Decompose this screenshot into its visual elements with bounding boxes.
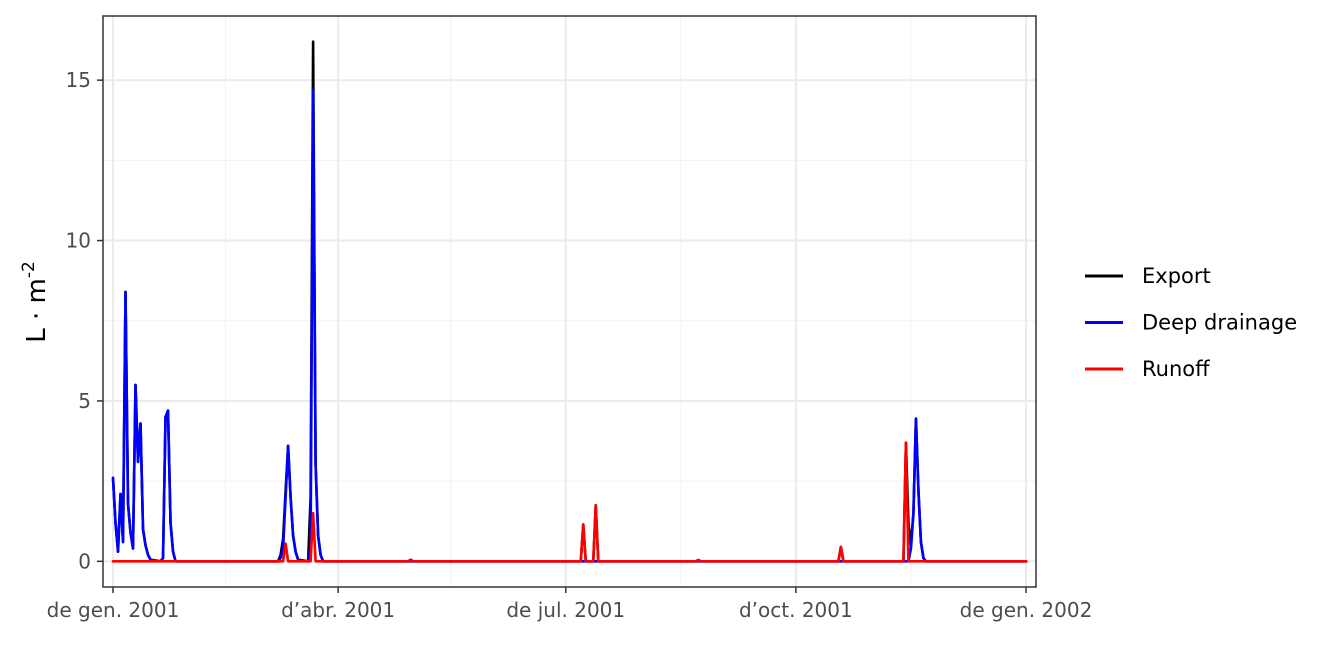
x-tick-label: d’oct. 2001	[739, 598, 853, 622]
y-tick-label: 5	[78, 389, 91, 413]
series-line-runoff	[111, 441, 1028, 563]
legend-label: Runoff	[1142, 357, 1210, 381]
legend-label: Export	[1142, 264, 1211, 288]
y-tick-label: 10	[66, 229, 91, 253]
y-tick-label: 0	[78, 549, 91, 573]
panel-border	[102, 15, 1037, 588]
y-axis-title-exponent: -2	[19, 261, 39, 278]
x-tick-label: de jul. 2001	[506, 598, 625, 622]
x-tick-label: d’abr. 2001	[281, 598, 395, 622]
series-layer	[111, 40, 1028, 563]
legend-label: Deep drainage	[1142, 311, 1297, 335]
y-axis: 0 5 10 15	[66, 68, 103, 573]
y-axis-title: L · m-2	[19, 261, 52, 343]
panel-background	[103, 16, 1036, 587]
legend: Export Deep drainage Runoff	[1085, 264, 1297, 381]
minor-grid	[103, 16, 1036, 587]
x-axis: de gen. 2001 d’abr. 2001 de jul. 2001 d’oct…	[47, 587, 1093, 622]
y-tick-label: 15	[66, 68, 91, 92]
x-tick-label: de gen. 2001	[47, 598, 180, 622]
y-axis-title-base: L · m	[22, 278, 52, 343]
x-tick-label: de gen. 2002	[960, 598, 1093, 622]
